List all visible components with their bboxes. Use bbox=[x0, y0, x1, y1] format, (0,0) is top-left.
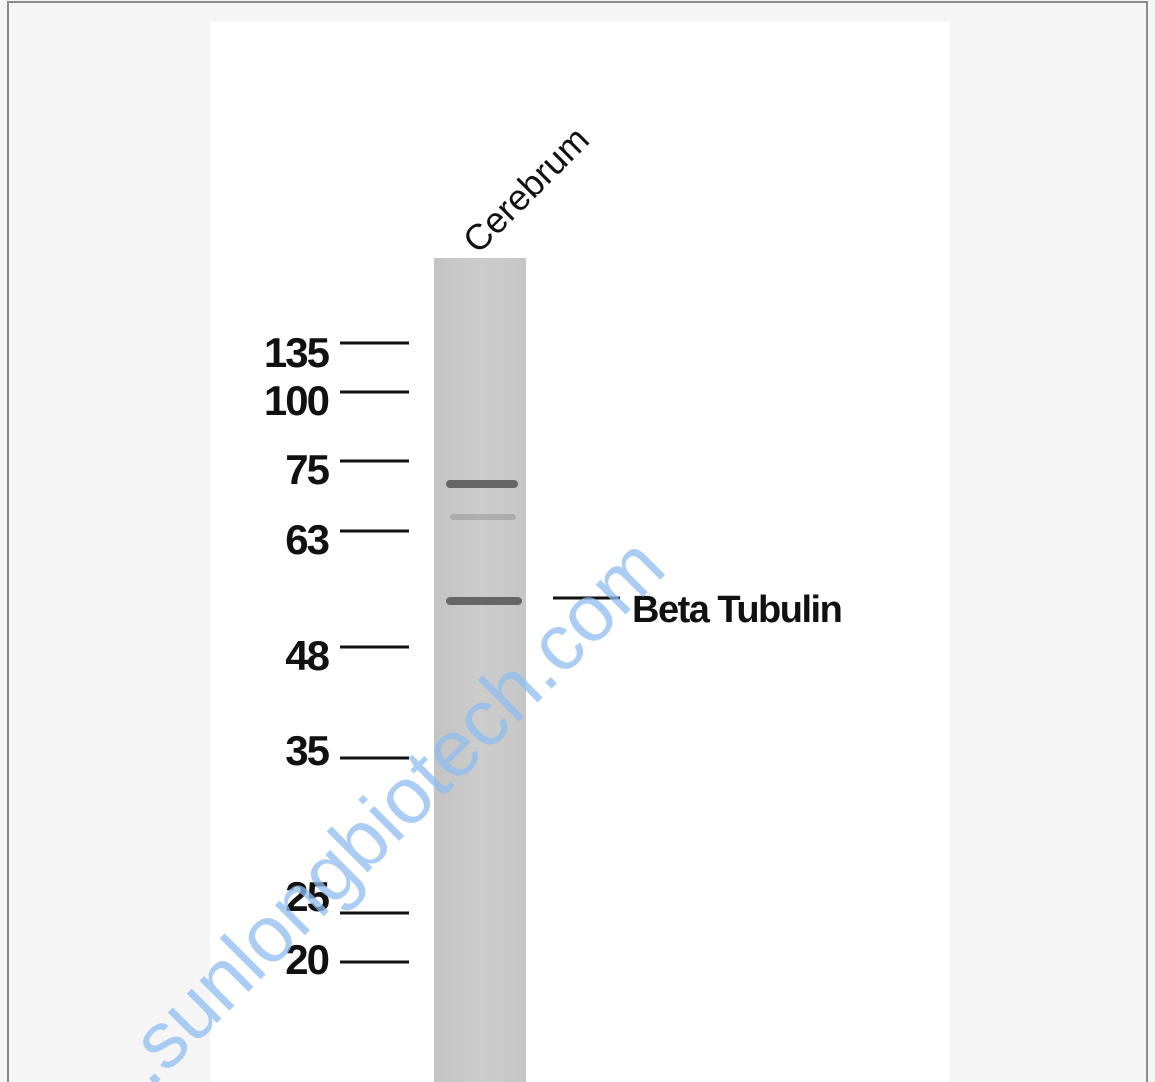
marker-label: 75 bbox=[285, 446, 329, 493]
page: Cerebrum 135100756348352520 Beta Tubulin… bbox=[0, 0, 1155, 1082]
marker-label: 48 bbox=[285, 632, 329, 679]
marker-label: 100 bbox=[264, 377, 329, 424]
band bbox=[446, 480, 518, 488]
marker-label: 63 bbox=[285, 516, 328, 563]
screenshot: Cerebrum 135100756348352520 Beta Tubulin… bbox=[0, 0, 1155, 1082]
band bbox=[450, 514, 516, 520]
marker-label: 35 bbox=[285, 727, 329, 774]
band bbox=[446, 597, 522, 605]
marker-label: 135 bbox=[264, 329, 330, 376]
